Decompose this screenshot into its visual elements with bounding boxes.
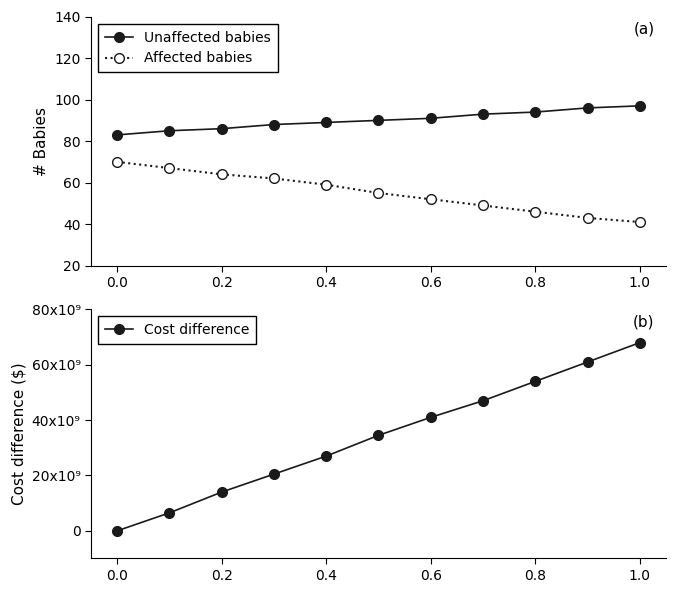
Affected babies [636,219,644,226]
Line: Unaffected babies: Unaffected babies [112,101,645,140]
Affected babies [322,181,330,188]
Affected babies [584,214,592,222]
Text: (a): (a) [633,21,655,37]
Cost difference [636,339,644,346]
Legend: Cost difference: Cost difference [98,317,256,345]
Cost difference [165,509,173,516]
Affected babies [113,159,121,166]
Cost difference [427,414,435,421]
Line: Cost difference: Cost difference [112,338,645,536]
Unaffected babies [374,117,383,124]
Unaffected babies [427,115,435,122]
Affected babies [479,202,487,209]
Cost difference [531,378,540,385]
Affected babies [427,195,435,203]
Cost difference [374,432,383,439]
Affected babies [270,175,278,182]
Unaffected babies [113,131,121,138]
Unaffected babies [636,102,644,109]
Unaffected babies [218,125,226,132]
Line: Affected babies: Affected babies [112,157,645,227]
Text: (b): (b) [633,314,655,330]
Affected babies [218,170,226,178]
Cost difference [584,358,592,365]
Cost difference [218,488,226,495]
Affected babies [531,208,540,215]
Cost difference [113,527,121,535]
Unaffected babies [322,119,330,126]
Cost difference [322,453,330,460]
Y-axis label: # Babies: # Babies [34,107,49,176]
Affected babies [374,189,383,197]
Affected babies [165,165,173,172]
Cost difference [270,470,278,478]
Cost difference [479,397,487,405]
Unaffected babies [531,109,540,116]
Y-axis label: Cost difference ($): Cost difference ($) [11,363,26,505]
Unaffected babies [165,127,173,134]
Legend: Unaffected babies, Affected babies: Unaffected babies, Affected babies [98,24,278,72]
Unaffected babies [584,105,592,112]
Unaffected babies [479,110,487,118]
Unaffected babies [270,121,278,128]
